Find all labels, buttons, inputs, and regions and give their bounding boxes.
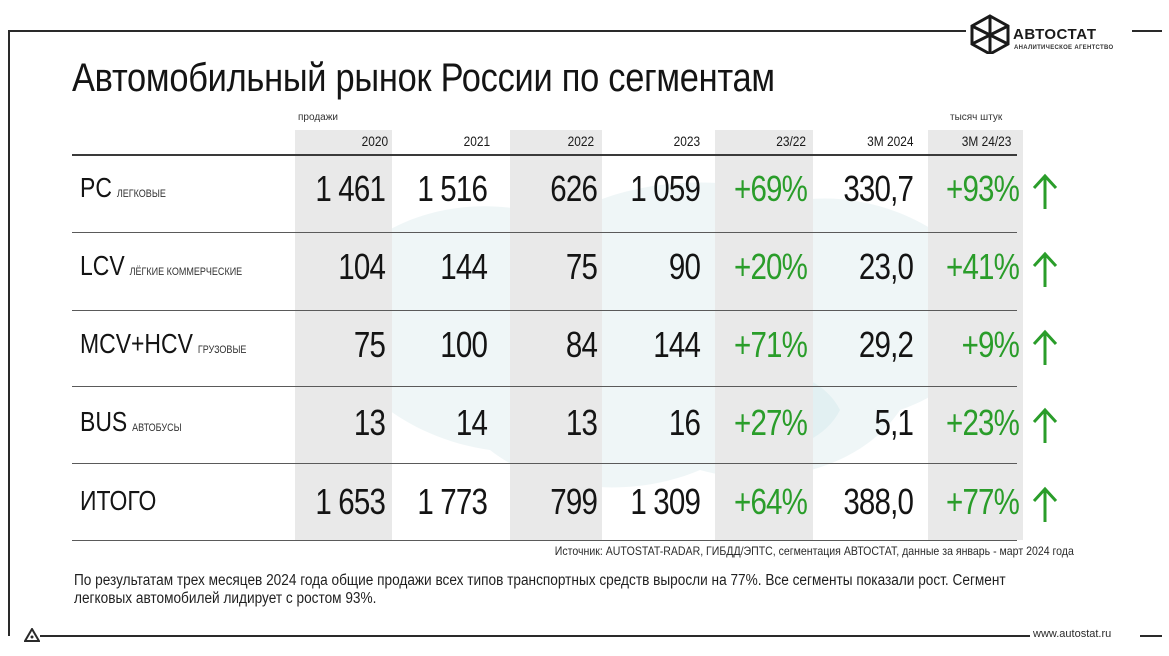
table-cell: 799 xyxy=(550,481,598,522)
segment-description: автобусы xyxy=(132,422,182,434)
table-cell: 330,7 xyxy=(843,168,914,209)
shade-col-3m-24-23 xyxy=(928,130,1023,540)
shade-col-23-22 xyxy=(715,130,813,540)
header-3m-2024: 3М 2024 xyxy=(866,133,913,149)
table-cell-growth: +93% xyxy=(945,168,1020,209)
segment-label-total: ИТОГО xyxy=(80,485,156,517)
row-divider xyxy=(72,463,1017,464)
segment-label-mcv-hcv: MCV+HCV грузовые xyxy=(80,328,246,360)
table-cell: 84 xyxy=(565,324,598,365)
table-cell-growth: +71% xyxy=(733,324,808,365)
shade-col-2020 xyxy=(295,130,392,540)
header-2021: 2021 xyxy=(463,133,490,149)
table-cell: 1 773 xyxy=(417,481,488,522)
segment-code: LCV xyxy=(80,250,125,281)
table-cell: 5,1 xyxy=(874,402,913,443)
page-title: Автомобильный рынок России по сегментам xyxy=(72,56,775,100)
segment-description: легковые xyxy=(116,188,166,200)
table-cell: 144 xyxy=(440,246,488,287)
table-cell-growth: +64% xyxy=(733,481,808,522)
table-cell: 1 516 xyxy=(417,168,488,209)
frame-bottom-line xyxy=(40,635,1030,637)
row-divider xyxy=(72,386,1017,387)
table-cell: 29,2 xyxy=(858,324,914,365)
table-cell: 626 xyxy=(550,168,598,209)
table-cell: 75 xyxy=(565,246,598,287)
table-cell: 75 xyxy=(353,324,386,365)
segment-label-pc: PC легковые xyxy=(80,172,166,204)
autostat-logo: АВТОСТАТ АНАЛИТИЧЕСКОЕ АГЕНТСТВО xyxy=(968,12,1133,54)
summary-text: По результатам трех месяцев 2024 года об… xyxy=(74,572,1006,607)
segment-code: ИТОГО xyxy=(80,485,157,516)
header-2020: 2020 xyxy=(361,133,388,149)
table-cell-growth: +77% xyxy=(945,481,1020,522)
table-cell: 144 xyxy=(653,324,701,365)
shade-col-2022 xyxy=(510,130,602,540)
segment-description: грузовые xyxy=(197,344,247,356)
header-divider xyxy=(72,154,1017,156)
header-23-22: 23/22 xyxy=(776,133,806,149)
table-cell: 1 461 xyxy=(315,168,386,209)
segment-code: BUS xyxy=(80,406,128,437)
header-2023: 2023 xyxy=(673,133,700,149)
table-cell-growth: +69% xyxy=(733,168,808,209)
logo-subtitle: АНАЛИТИЧЕСКОЕ АГЕНТСТВО xyxy=(1014,45,1114,51)
segment-code: MCV+HCV xyxy=(80,328,193,359)
table-cell-growth: +41% xyxy=(945,246,1020,287)
table-cell: 104 xyxy=(338,246,386,287)
table-cell: 1 059 xyxy=(630,168,701,209)
arrow-up-icon xyxy=(1032,173,1058,209)
arrow-up-icon xyxy=(1032,486,1058,522)
table-cell: 16 xyxy=(668,402,701,443)
table-cell: 1 309 xyxy=(630,481,701,522)
table-cell: 388,0 xyxy=(843,481,914,522)
header-3m-24-23: 3М 24/23 xyxy=(961,133,1011,149)
table-cell: 1 653 xyxy=(315,481,386,522)
table-cell: 13 xyxy=(565,402,598,443)
frame-top-line xyxy=(8,30,966,32)
table-cell: 13 xyxy=(353,402,386,443)
triangle-logo-icon xyxy=(24,628,40,642)
table-cell-growth: +27% xyxy=(733,402,808,443)
segment-label-bus: BUS автобусы xyxy=(80,406,182,438)
segment-code: PC xyxy=(80,172,112,203)
table-cell: 14 xyxy=(455,402,488,443)
header-2022: 2022 xyxy=(567,133,594,149)
website-link[interactable]: www.autostat.ru xyxy=(1033,628,1112,640)
frame-bottom-right-line xyxy=(1140,635,1162,637)
arrow-up-icon xyxy=(1032,407,1058,443)
table-cell: 90 xyxy=(668,246,701,287)
arrow-up-icon xyxy=(1032,329,1058,365)
row-divider xyxy=(72,310,1017,311)
frame-top-right-line xyxy=(1132,30,1162,32)
segment-description: лёгкие коммерческие xyxy=(129,266,243,278)
table-cell: 100 xyxy=(440,324,488,365)
table-cell-growth: +23% xyxy=(945,402,1020,443)
units-right-label: тысяч штук xyxy=(950,112,1003,123)
segment-label-lcv: LCV лёгкие коммерческие xyxy=(80,250,242,282)
frame-left-line xyxy=(8,30,10,636)
row-divider xyxy=(72,232,1017,233)
table-cell-growth: +20% xyxy=(733,246,808,287)
arrow-up-icon xyxy=(1032,251,1058,287)
logo-hexagon-icon xyxy=(970,14,1010,54)
table-bottom-divider xyxy=(72,540,1017,541)
units-left-label: продажи xyxy=(298,112,338,123)
table-cell: 23,0 xyxy=(858,246,914,287)
logo-name: АВТОСТАТ xyxy=(1013,26,1097,43)
table-cell-growth: +9% xyxy=(961,324,1020,365)
source-note: Источник: AUTOSTAT-RADAR, ГИБДД/ЭПТС, се… xyxy=(554,544,1074,558)
